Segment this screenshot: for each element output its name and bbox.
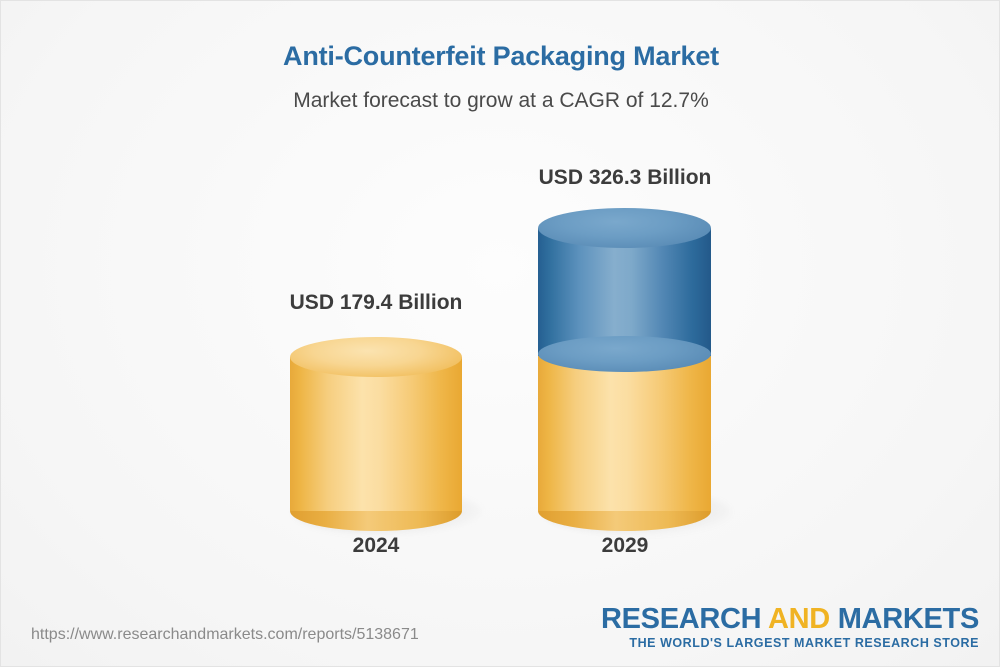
bar-body-lower-2029 — [538, 349, 711, 511]
chart-subtitle: Market forecast to grow at a CAGR of 12.… — [293, 89, 709, 112]
logo-wordmark: RESEARCH AND MARKETS — [600, 602, 980, 635]
bar-top-ellipse-2024 — [290, 337, 462, 377]
bar-body-upper-2029 — [538, 228, 711, 356]
value-label-2024: USD 179.4 Billion — [289, 291, 463, 314]
bar-body-2024 — [290, 357, 462, 511]
logo-word-and: AND — [768, 602, 830, 635]
chart-plot-area: USD 179.4 Billion 2024 USD 326.3 Billion… — [1, 1, 999, 601]
bar-cylinder-2029[interactable] — [538, 208, 731, 535]
bar-top-ellipse-2029 — [538, 208, 711, 248]
value-label-2029: USD 326.3 Billion — [538, 166, 712, 189]
category-label-2024: 2024 — [352, 534, 400, 557]
chart-title: Anti-Counterfeit Packaging Market — [283, 41, 719, 71]
source-url[interactable]: https://www.researchandmarkets.com/repor… — [31, 626, 419, 643]
category-label-2029: 2029 — [601, 534, 649, 557]
logo-word-research: RESEARCH — [600, 602, 762, 635]
logo-word-markets: MARKETS — [837, 602, 980, 635]
brand-logo[interactable]: RESEARCH AND MARKETS THE WORLD'S LARGEST… — [600, 602, 980, 650]
bar-cylinder-2024[interactable] — [290, 337, 482, 535]
logo-tagline: THE WORLD'S LARGEST MARKET RESEARCH STOR… — [629, 636, 979, 650]
bar-segment-divider-ellipse-2029 — [538, 336, 711, 372]
